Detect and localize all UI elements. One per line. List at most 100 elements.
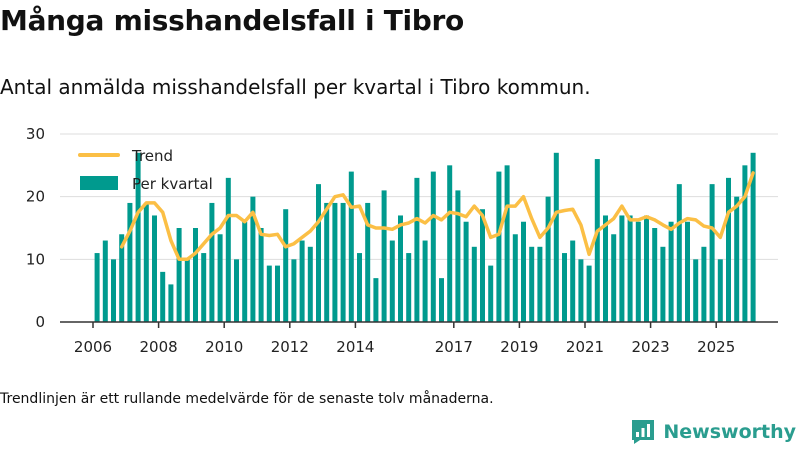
bar: [734, 196, 740, 322]
bar: [160, 271, 166, 322]
x-axis: 2006 2008 2010 2012 2014 2017 2019 2021 2023 2025: [60, 321, 778, 356]
bar: [94, 253, 100, 322]
bar: [266, 265, 272, 322]
bar: [594, 159, 600, 322]
bar: [307, 246, 313, 322]
x-tick-label: 2010: [205, 338, 243, 356]
bar: [127, 202, 133, 322]
bar: [217, 234, 223, 322]
bar: [709, 184, 715, 322]
y-tick-label: 20: [26, 188, 45, 206]
bar: [619, 215, 625, 322]
newsworthy-logo-icon: [632, 420, 655, 444]
bar: [586, 265, 592, 322]
bar: [209, 202, 215, 322]
bar: [701, 246, 707, 322]
bar: [652, 228, 658, 322]
bar: [430, 171, 436, 322]
y-axis: 0 10 20 30: [26, 125, 45, 331]
bar: [168, 284, 174, 322]
bar: [184, 259, 190, 322]
bar: [742, 165, 748, 322]
brand-name: Newsworthy: [663, 421, 796, 443]
bar: [275, 265, 280, 322]
y-tick-label: 0: [35, 313, 45, 331]
x-tick-label: 2023: [632, 338, 670, 356]
trend-line: [119, 171, 755, 262]
bar: [553, 152, 559, 322]
bar: [258, 228, 264, 322]
x-tick-label: 2019: [500, 338, 538, 356]
bar: [570, 240, 576, 322]
bar: [414, 177, 420, 322]
bar: [373, 278, 379, 322]
bar: [644, 215, 649, 322]
bar: [488, 265, 494, 322]
x-tick-label: 2021: [566, 338, 604, 356]
x-tick-label: 2008: [140, 338, 178, 356]
bar: [717, 259, 723, 322]
bar: [283, 209, 289, 322]
bar: [316, 184, 321, 322]
bar: [471, 246, 477, 322]
bar: [512, 234, 518, 322]
bar: [603, 215, 608, 322]
bar: [439, 278, 444, 322]
brand-logo: Newsworthy: [631, 419, 796, 445]
bar: [365, 202, 371, 322]
chart-area: 2006 2008 2010 2012 2014 2017 2019 2021 2023 2025…: [26, 125, 778, 356]
bar: [611, 234, 617, 322]
bar: [201, 253, 207, 322]
bar-series: [94, 152, 756, 322]
bar: [242, 221, 248, 322]
bar: [102, 240, 108, 322]
x-tick-label: 2025: [697, 338, 735, 356]
bar: [381, 190, 387, 322]
bar: [529, 246, 535, 322]
bar: [693, 259, 699, 322]
bar: [676, 184, 682, 322]
bar: [324, 202, 330, 322]
bar: [422, 240, 428, 322]
bar: [348, 171, 354, 322]
x-tick-label: 2017: [435, 338, 473, 356]
legend-trend-label: Trend: [131, 147, 173, 165]
bar: [406, 253, 412, 322]
bar: [111, 259, 116, 322]
x-tick-label: 2012: [271, 338, 309, 356]
bar: [357, 253, 362, 322]
bar: [521, 221, 526, 322]
legend-bar-swatch: [80, 176, 118, 190]
bar: [193, 228, 198, 322]
bar: [750, 152, 756, 322]
bar: [119, 234, 125, 322]
y-tick-label: 30: [26, 125, 45, 143]
chart-title: Många misshandelsfall i Tibro: [0, 4, 464, 37]
bar: [660, 246, 666, 322]
trend-series: [119, 171, 755, 262]
legend: Trend Per kvartal: [78, 147, 213, 193]
bar: [668, 221, 674, 322]
bar: [389, 240, 395, 322]
bar: [496, 171, 502, 322]
bar: [299, 240, 305, 322]
bar: [152, 215, 157, 322]
bar: [562, 253, 567, 322]
bar: [176, 228, 182, 322]
chart-subtitle: Antal anmälda misshandelsfall per kvarta…: [0, 75, 591, 99]
bar: [537, 246, 543, 322]
bar: [685, 221, 690, 322]
bar: [463, 221, 469, 322]
x-tick-label: 2014: [336, 338, 374, 356]
y-tick-label: 10: [26, 250, 45, 268]
footnote: Trendlinjen är ett rullande medelvärde f…: [0, 391, 494, 407]
bar: [455, 190, 461, 322]
bar: [578, 259, 584, 322]
bar: [726, 177, 731, 322]
legend-bar-label: Per kvartal: [132, 175, 213, 193]
bar: [234, 259, 239, 322]
bar: [143, 202, 149, 322]
bar: [627, 215, 633, 322]
bar: [332, 202, 338, 322]
bar: [635, 221, 641, 322]
